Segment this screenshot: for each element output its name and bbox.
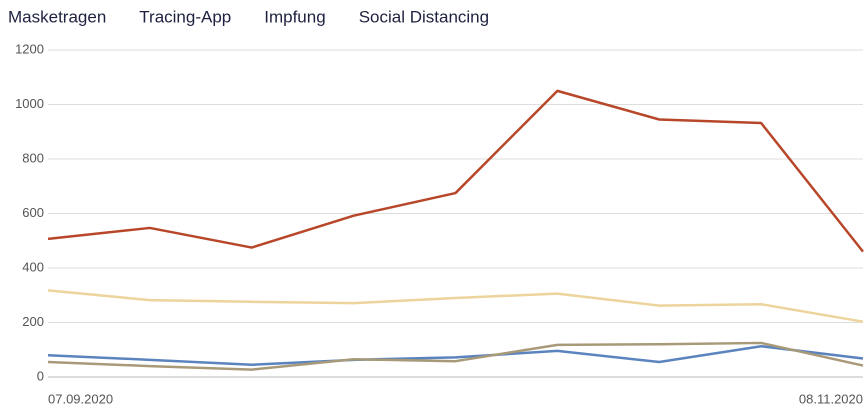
series-line [47, 341, 864, 371]
legend-item: Tracing-App [139, 7, 231, 26]
y-tick-label: 800 [22, 150, 44, 165]
y-tick-label: 1000 [15, 96, 44, 111]
series-line [47, 289, 864, 323]
legend-item: Impfung [264, 7, 325, 26]
x-tick-label: 08.11.2020 [799, 391, 863, 406]
y-tick-label: 600 [22, 205, 44, 220]
series-line [47, 344, 864, 366]
y-tick-label: 200 [22, 314, 44, 329]
legend-item: Social Distancing [359, 7, 489, 26]
y-tick-label: 400 [22, 259, 44, 274]
x-tick-label: 07.09.2020 [48, 391, 113, 406]
series-line [47, 89, 864, 253]
legend-item: Masketragen [8, 7, 106, 26]
y-tick-label: 0 [37, 368, 44, 383]
y-tick-label: 1200 [15, 41, 44, 56]
